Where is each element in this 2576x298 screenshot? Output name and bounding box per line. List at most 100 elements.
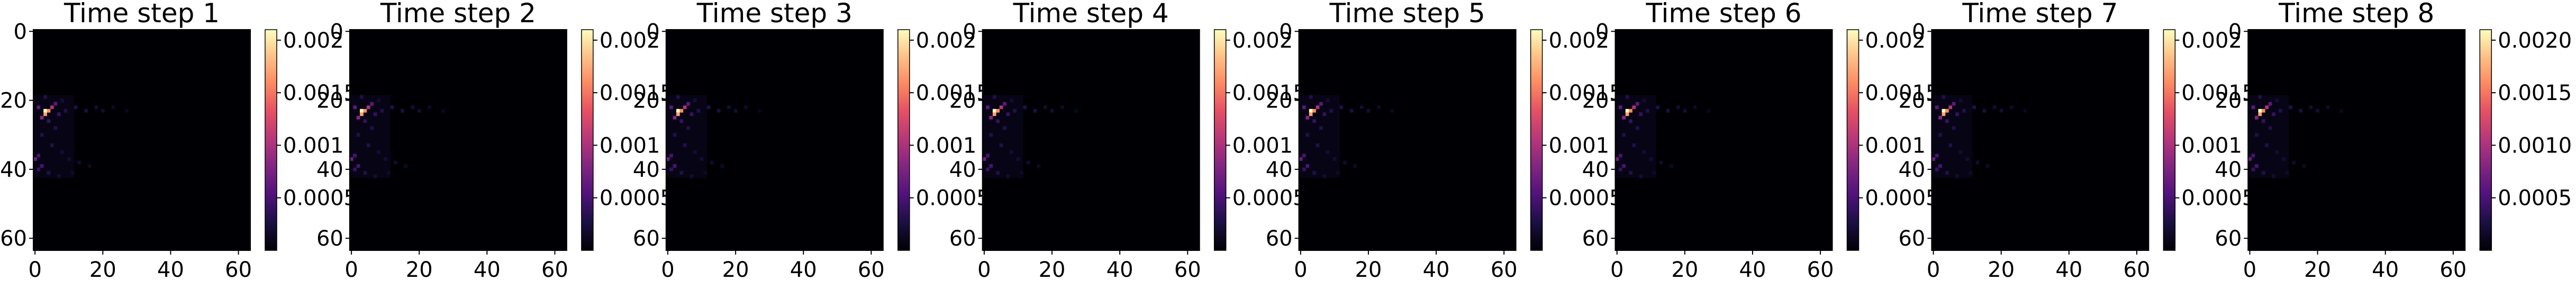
heatmap-cell [1942,109,1946,113]
colorbar [1530,30,1543,250]
y-tick-label: 0 [14,20,27,44]
x-tick-label: 60 [2124,258,2151,282]
heatmap-cell [1629,171,1632,175]
heatmap-cell [1639,174,1643,178]
colorbar-tick-label: 0.001 [916,133,977,158]
heatmap-cell [1635,102,1639,106]
heatmap-cell [710,160,714,165]
heatmap-cell [349,157,353,161]
heatmap-cell [1359,105,1364,110]
heatmap-cell [757,109,761,113]
panel-title: Time step 4 [1013,0,1169,29]
heatmap-cell [2248,157,2252,161]
heatmap-cell [40,164,44,168]
panel-title: Time step 1 [64,0,220,29]
colorbar-frame [897,29,910,251]
heatmap-cell [40,133,44,137]
panel-1: Time step 10 20 40 6002040600.0020.00150.00… [0,0,357,282]
heatmap-cell [1670,164,1673,168]
y-tick-label: 20 [949,89,976,113]
heatmap-cell [1037,164,1040,168]
heatmap-cell [989,164,993,168]
heatmap-cell [1625,109,1629,113]
heatmap-cell [2285,171,2289,175]
x-tick-label: 60 [1174,258,1201,282]
heatmap-cell [1336,171,1340,175]
heatmap-cell [679,109,684,113]
heatmap-cell [673,164,677,168]
heatmap-cell [1329,109,1333,113]
y-tick-label: 40 [633,158,660,182]
heatmap-cell [2009,105,2013,110]
x-tick-label: 40 [157,258,184,282]
heatmap-cell [84,109,88,113]
x-tick-label: 60 [858,258,885,282]
heatmap-cell [1965,157,1970,161]
heatmap-cell [47,109,51,113]
heatmap-cell [1942,95,1946,99]
heatmap-cell [690,174,694,178]
y-tick-label: 0 [1279,20,1292,44]
axes-frame [1298,29,1517,251]
heatmap-cell [2302,164,2306,168]
heatmap-cell [669,105,673,110]
heatmap-cell [1629,119,1632,123]
heatmap-cell [47,119,51,123]
heatmap-cell [673,115,677,120]
heatmap-cell [50,105,54,110]
heatmap-cell [1656,105,1660,110]
y-tick-label: 40 [1266,158,1293,182]
x-tick-label: 60 [1491,258,1518,282]
heatmap-cell [1013,109,1017,113]
heatmap-cell [1958,98,1963,103]
heatmap-cell [693,150,697,154]
heatmap-cell [390,105,394,110]
heatmap-cell [1952,126,1956,130]
y-tick-label: 40 [0,158,27,182]
heatmap-cell [383,157,387,161]
panel-6: Time step 60 20 40 6002040600.0020.00150.00… [1582,0,1939,282]
y-tick-label: 60 [949,227,976,251]
y-tick-label: 20 [316,89,343,113]
heatmap-cell [353,167,357,171]
colorbar [2163,30,2175,250]
heatmap-cell [2275,150,2279,154]
heatmap-cell [996,119,1000,123]
heatmap-cell [50,143,54,147]
x-tick-label: 40 [1106,258,1133,282]
heatmap-cell [1326,150,1330,154]
heatmap-cell [1615,157,1619,161]
colorbar [581,30,593,250]
heatmap-cell [353,153,357,158]
axes-frame [982,29,1200,251]
x-tick-label: 20 [1039,258,1066,282]
heatmap-cell [370,102,374,106]
heatmap-cell [1942,112,1946,116]
heatmap-cell [1322,112,1327,116]
heatmap-cell [1629,109,1632,113]
heatmap-cell [1003,126,1006,130]
heatmap-cell [1003,102,1006,106]
colorbar-frame [2163,29,2176,251]
heatmap-cell [1639,112,1643,116]
heatmap-cell [733,109,738,113]
heatmap-cell [2272,112,2275,116]
heatmap-cell [1632,143,1636,147]
heatmap-cell [686,126,690,130]
x-tick-label: 20 [89,258,116,282]
colorbar-tick-label: 0.002 [916,29,977,53]
x-tick-label: 40 [2055,258,2082,282]
heatmap-cell [2251,167,2255,171]
heatmap-cell [1659,160,1663,165]
heatmap-cell [1938,115,1942,120]
heatmap-cell [53,126,58,130]
heatmap-cell [679,119,684,123]
colorbar-tick-label: 0.001 [2181,133,2242,158]
heatmap-cell [1707,109,1711,113]
colorbar-tick-label: 0.002 [1865,29,1926,53]
heatmap-cell [999,143,1003,147]
heatmap-cell [696,109,701,113]
heatmap-cell [111,105,115,110]
heatmap-cell [380,109,384,113]
panel-title: Time step 3 [696,0,852,29]
